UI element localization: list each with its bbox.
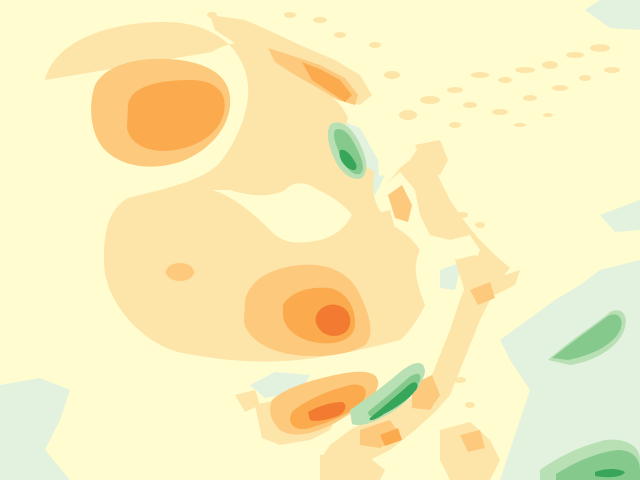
speckle-pattern [207,12,620,408]
dark-green-regions [339,149,625,478]
dark-orange-regions [308,304,351,421]
